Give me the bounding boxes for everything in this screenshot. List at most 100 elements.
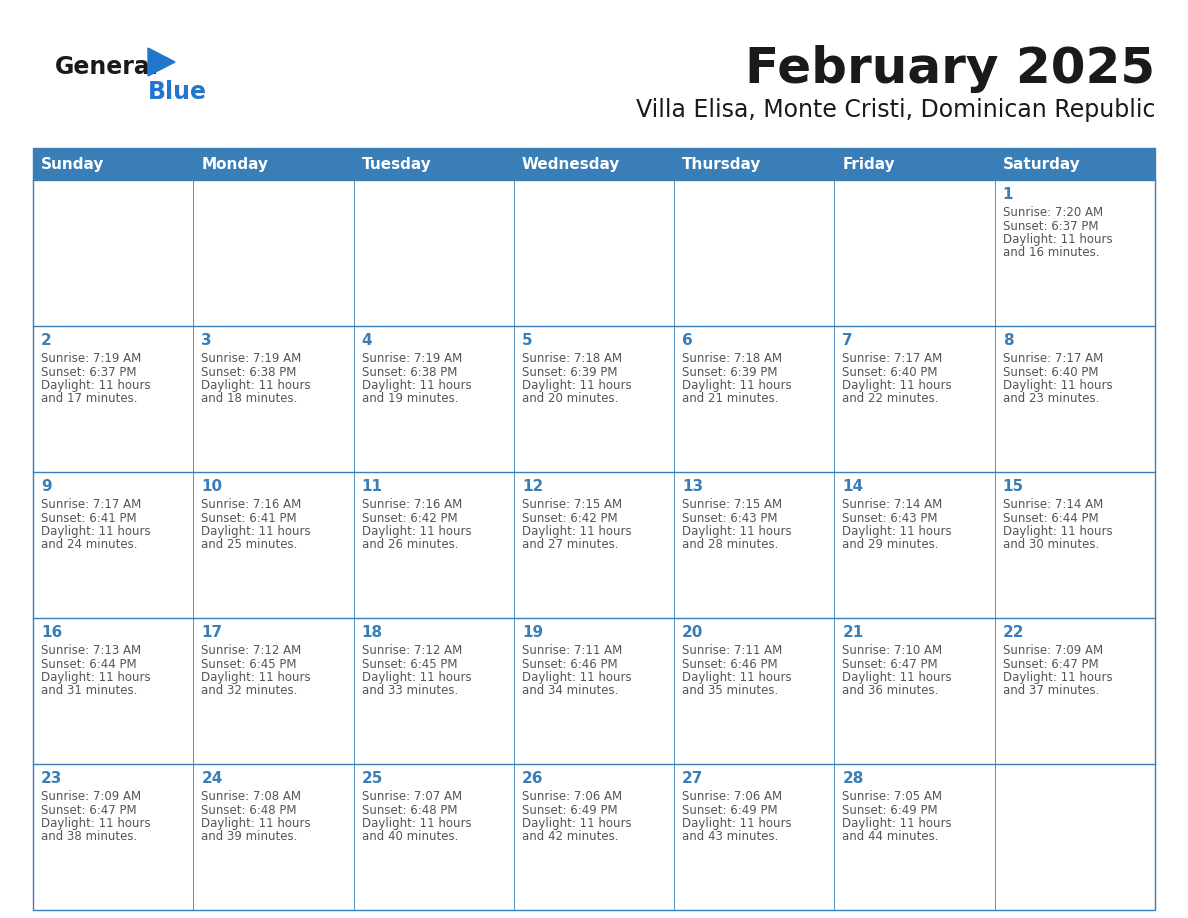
Text: Sunset: 6:41 PM: Sunset: 6:41 PM [201,511,297,524]
Bar [194,472,354,618]
Text: and 33 minutes.: and 33 minutes. [361,685,457,698]
Bar [834,472,994,618]
Text: Daylight: 11 hours: Daylight: 11 hours [682,525,791,538]
Text: Sunset: 6:49 PM: Sunset: 6:49 PM [522,803,618,816]
Text: 28: 28 [842,771,864,786]
Text: Daylight: 11 hours: Daylight: 11 hours [361,671,472,684]
Text: Sunset: 6:48 PM: Sunset: 6:48 PM [361,803,457,816]
Text: and 44 minutes.: and 44 minutes. [842,831,939,844]
Text: and 23 minutes.: and 23 minutes. [1003,393,1099,406]
Text: 5: 5 [522,333,532,348]
Bar [674,618,834,764]
Text: 1: 1 [1003,187,1013,202]
Text: Sunset: 6:37 PM: Sunset: 6:37 PM [42,365,137,378]
Bar [33,180,194,326]
Bar [33,764,194,910]
Text: Sunrise: 7:15 AM: Sunrise: 7:15 AM [522,498,623,511]
Text: Daylight: 11 hours: Daylight: 11 hours [361,379,472,392]
Text: Daylight: 11 hours: Daylight: 11 hours [842,671,952,684]
Text: Sunrise: 7:16 AM: Sunrise: 7:16 AM [361,498,462,511]
Text: 18: 18 [361,625,383,640]
Text: Sunrise: 7:09 AM: Sunrise: 7:09 AM [1003,644,1102,657]
Polygon shape [148,48,175,76]
Text: Saturday: Saturday [1003,156,1080,172]
Text: and 36 minutes.: and 36 minutes. [842,685,939,698]
Text: Sunrise: 7:19 AM: Sunrise: 7:19 AM [361,352,462,365]
Bar [674,472,834,618]
Text: Daylight: 11 hours: Daylight: 11 hours [1003,525,1112,538]
Text: Friday: Friday [842,156,895,172]
Text: Sunrise: 7:06 AM: Sunrise: 7:06 AM [682,790,782,803]
Text: Monday: Monday [201,156,268,172]
Bar [514,180,674,326]
Text: and 27 minutes.: and 27 minutes. [522,539,619,552]
Text: Daylight: 11 hours: Daylight: 11 hours [201,525,311,538]
Text: Sunset: 6:42 PM: Sunset: 6:42 PM [522,511,618,524]
Text: Daylight: 11 hours: Daylight: 11 hours [201,817,311,830]
Text: 27: 27 [682,771,703,786]
Bar [354,618,514,764]
Text: and 26 minutes.: and 26 minutes. [361,539,459,552]
Text: Sunday: Sunday [42,156,105,172]
Bar [33,148,1155,910]
Bar [834,326,994,472]
Bar [354,764,514,910]
Text: and 39 minutes.: and 39 minutes. [201,831,298,844]
Bar [674,180,834,326]
Text: Blue: Blue [148,80,207,104]
Text: Sunset: 6:44 PM: Sunset: 6:44 PM [1003,511,1099,524]
Text: Sunset: 6:40 PM: Sunset: 6:40 PM [1003,365,1098,378]
Bar [994,472,1155,618]
Text: Daylight: 11 hours: Daylight: 11 hours [842,525,952,538]
Text: Villa Elisa, Monte Cristi, Dominican Republic: Villa Elisa, Monte Cristi, Dominican Rep… [636,98,1155,122]
Text: Sunset: 6:46 PM: Sunset: 6:46 PM [522,657,618,670]
Text: 13: 13 [682,479,703,494]
Bar [33,326,194,472]
Text: Sunset: 6:47 PM: Sunset: 6:47 PM [842,657,939,670]
Text: Sunrise: 7:14 AM: Sunrise: 7:14 AM [1003,498,1102,511]
Text: Daylight: 11 hours: Daylight: 11 hours [42,817,151,830]
Bar [33,148,1155,180]
Text: Sunset: 6:49 PM: Sunset: 6:49 PM [842,803,939,816]
Bar [994,180,1155,326]
Text: Sunrise: 7:10 AM: Sunrise: 7:10 AM [842,644,942,657]
Text: Daylight: 11 hours: Daylight: 11 hours [682,671,791,684]
Text: Sunrise: 7:09 AM: Sunrise: 7:09 AM [42,790,141,803]
Bar [514,326,674,472]
Bar [674,764,834,910]
Text: Sunrise: 7:17 AM: Sunrise: 7:17 AM [842,352,943,365]
Bar [354,180,514,326]
Text: and 34 minutes.: and 34 minutes. [522,685,618,698]
Text: Sunset: 6:47 PM: Sunset: 6:47 PM [1003,657,1099,670]
Text: Sunset: 6:48 PM: Sunset: 6:48 PM [201,803,297,816]
Text: Sunrise: 7:15 AM: Sunrise: 7:15 AM [682,498,782,511]
Text: February 2025: February 2025 [745,45,1155,93]
Text: Thursday: Thursday [682,156,762,172]
Text: Sunset: 6:45 PM: Sunset: 6:45 PM [201,657,297,670]
Text: 6: 6 [682,333,693,348]
Text: Daylight: 11 hours: Daylight: 11 hours [682,817,791,830]
Text: Sunrise: 7:19 AM: Sunrise: 7:19 AM [201,352,302,365]
Text: 9: 9 [42,479,51,494]
Text: Sunset: 6:47 PM: Sunset: 6:47 PM [42,803,137,816]
Text: and 18 minutes.: and 18 minutes. [201,393,298,406]
Bar [514,764,674,910]
Text: and 28 minutes.: and 28 minutes. [682,539,778,552]
Bar [33,472,194,618]
Text: Sunset: 6:38 PM: Sunset: 6:38 PM [201,365,297,378]
Text: Sunrise: 7:08 AM: Sunrise: 7:08 AM [201,790,302,803]
Text: 4: 4 [361,333,372,348]
Text: and 19 minutes.: and 19 minutes. [361,393,459,406]
Text: Daylight: 11 hours: Daylight: 11 hours [1003,233,1112,246]
Text: Sunrise: 7:16 AM: Sunrise: 7:16 AM [201,498,302,511]
Bar [994,764,1155,910]
Text: Sunrise: 7:12 AM: Sunrise: 7:12 AM [361,644,462,657]
Text: and 32 minutes.: and 32 minutes. [201,685,298,698]
Text: Daylight: 11 hours: Daylight: 11 hours [842,817,952,830]
Text: Sunset: 6:42 PM: Sunset: 6:42 PM [361,511,457,524]
Text: Sunset: 6:49 PM: Sunset: 6:49 PM [682,803,778,816]
Text: and 30 minutes.: and 30 minutes. [1003,539,1099,552]
Text: Daylight: 11 hours: Daylight: 11 hours [361,817,472,830]
Text: Sunrise: 7:12 AM: Sunrise: 7:12 AM [201,644,302,657]
Text: 14: 14 [842,479,864,494]
